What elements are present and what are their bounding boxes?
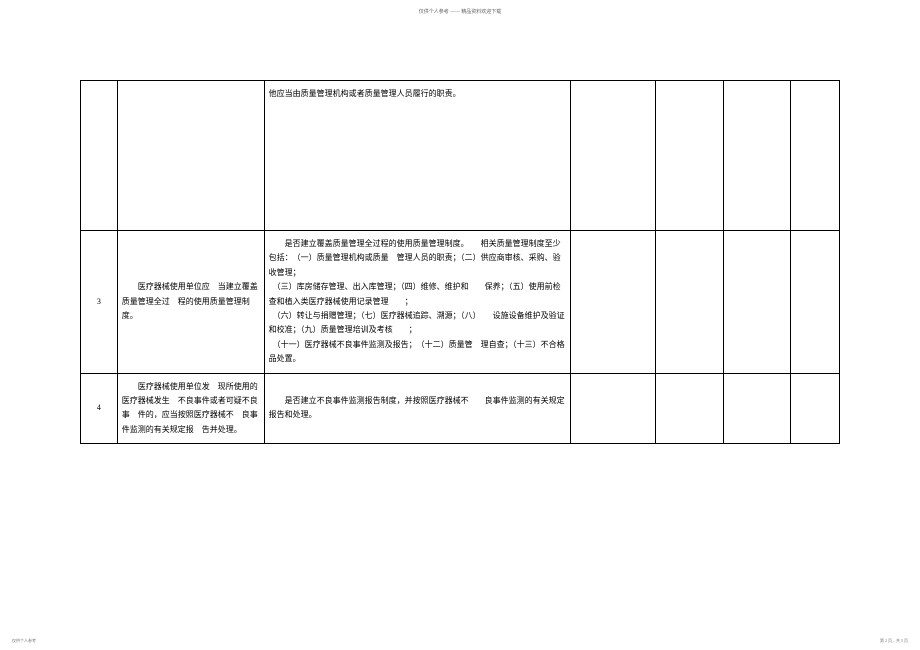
cell-empty	[791, 373, 840, 444]
cell-detail: 他应当由质量管理机构或者质量管理人员履行的职责。	[264, 81, 570, 231]
cell-req: 医疗器械使用单位发 现所使用的医疗器械发生 不良事件或者可疑不良事 件的，应当按…	[117, 373, 264, 444]
cell-empty	[656, 81, 723, 231]
cell-num	[81, 81, 118, 231]
table-row: 他应当由质量管理机构或者质量管理人员履行的职责。	[81, 81, 840, 231]
cell-detail: 是否建立不良事件监测报告制度，并按照医疗器械不 良事件监测的有关规定报告和处理。	[264, 373, 570, 444]
cell-req	[117, 81, 264, 231]
cell-empty	[570, 373, 656, 444]
cell-req: 医疗器械使用单位应 当建立覆盖质量管理全过 程的使用质量管理制度。	[117, 231, 264, 374]
cell-empty	[723, 231, 790, 374]
cell-empty	[723, 373, 790, 444]
cell-empty	[791, 81, 840, 231]
cell-empty	[723, 81, 790, 231]
table-row: 3 医疗器械使用单位应 当建立覆盖质量管理全过 程的使用质量管理制度。 是否建立…	[81, 231, 840, 374]
table-container: 他应当由质量管理机构或者质量管理人员履行的职责。 3 医疗器械使用单位应 当建立…	[80, 80, 840, 444]
cell-num: 4	[81, 373, 118, 444]
regulation-table: 他应当由质量管理机构或者质量管理人员履行的职责。 3 医疗器械使用单位应 当建立…	[80, 80, 840, 444]
page-header: 仅供个人参考 —— 精品资料欢迎下载	[419, 8, 502, 15]
table-row: 4 医疗器械使用单位发 现所使用的医疗器械发生 不良事件或者可疑不良事 件的，应…	[81, 373, 840, 444]
cell-empty	[570, 231, 656, 374]
cell-detail: 是否建立覆盖质量管理全过程的使用质量管理制度。 相关质量管理制度至少包括： （一…	[264, 231, 570, 374]
cell-empty	[656, 373, 723, 444]
cell-empty	[656, 231, 723, 374]
cell-empty	[570, 81, 656, 231]
footer-right: 第 2 页，共 5 页	[880, 638, 908, 644]
cell-empty	[791, 231, 840, 374]
cell-num: 3	[81, 231, 118, 374]
footer-left: 仅供个人参考	[12, 638, 36, 644]
